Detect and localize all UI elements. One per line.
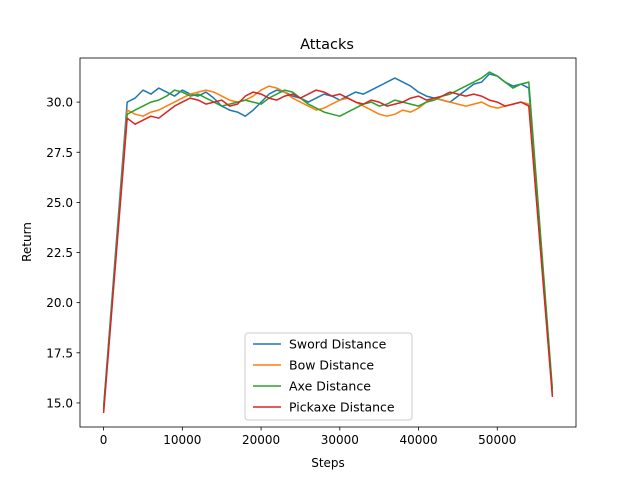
x-tick-label: 50000 xyxy=(478,433,516,447)
x-tick-label: 20000 xyxy=(242,433,280,447)
y-tick-label: 30.0 xyxy=(46,96,73,110)
x-tick-label: 30000 xyxy=(321,433,359,447)
y-tick-label: 25.0 xyxy=(46,196,73,210)
y-tick-label: 22.5 xyxy=(46,246,73,260)
chart-title: Attacks xyxy=(300,37,354,53)
y-tick-label: 15.0 xyxy=(46,396,73,410)
x-tick-label: 0 xyxy=(100,433,108,447)
y-tick-label: 17.5 xyxy=(46,346,73,360)
legend-label: Pickaxe Distance xyxy=(289,400,395,415)
legend-label: Axe Distance xyxy=(289,379,371,394)
legend-label: Sword Distance xyxy=(289,337,387,352)
x-axis-title: Steps xyxy=(311,456,345,470)
x-tick-label: 10000 xyxy=(163,433,201,447)
y-tick-label: 27.5 xyxy=(46,146,73,160)
legend-label: Bow Distance xyxy=(289,358,374,373)
legend: Sword Distance Bow Distance Axe Distance Pi… xyxy=(245,333,412,420)
x-tick-label: 40000 xyxy=(399,433,437,447)
y-tick-label: 20.0 xyxy=(46,296,73,310)
y-axis-title: Return xyxy=(20,222,34,262)
